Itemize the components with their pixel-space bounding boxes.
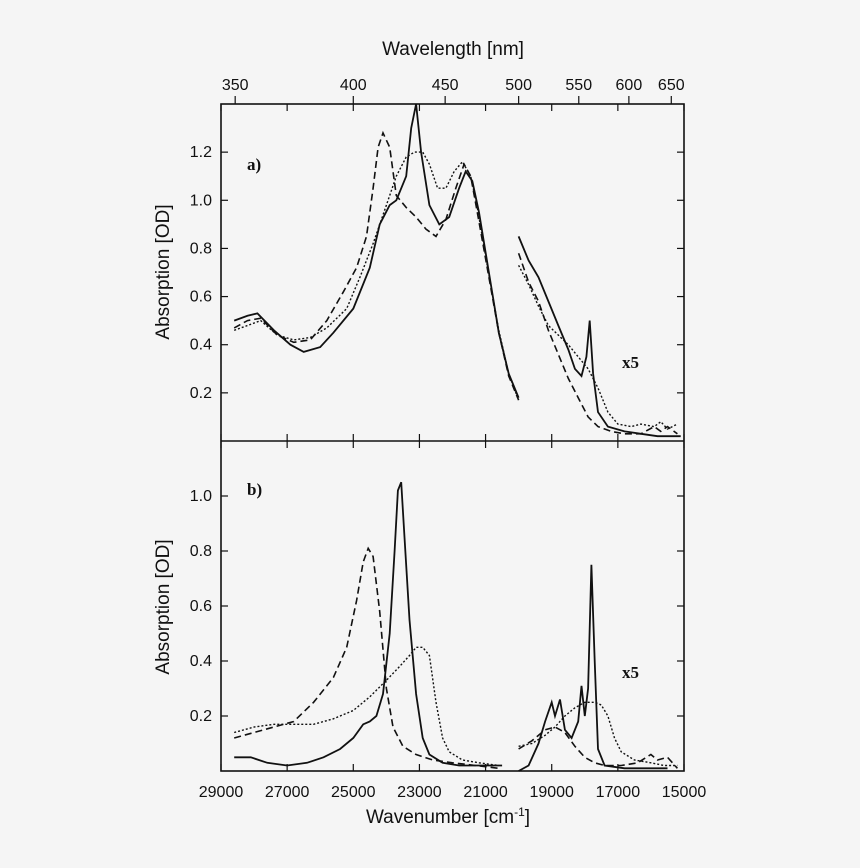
panel-b-series-solid-segment-1 — [234, 481, 503, 767]
bottom-xtick-label: 25000 — [331, 784, 376, 801]
outer-frame — [220, 103, 685, 772]
panel-b-ytick-label: 0.8 — [190, 543, 212, 560]
top-axis-ticks: 350 400 450 500 550 600 650 — [222, 77, 685, 104]
bottom-axis-ticks: 29000 27000 25000 23000 21000 19000 17000 15000 — [199, 104, 707, 801]
panel-a-ytick-label: 0.2 — [190, 385, 212, 402]
panel-b-series-dashed-segment-2 — [518, 726, 678, 769]
top-xtick-label: 550 — [565, 77, 592, 94]
top-xtick-label: 500 — [505, 77, 532, 94]
bottom-xtick-label: 19000 — [529, 784, 574, 801]
panel-a-scale-annotation: x5 — [622, 353, 639, 372]
panel-b-scale-annotation: x5 — [622, 663, 639, 682]
panel-b-ytick-label: 0.2 — [190, 708, 212, 725]
top-xtick-label: 600 — [616, 77, 643, 94]
bottom-axis-title: Wavenumber [cm-1] — [366, 805, 530, 828]
panel-a-series-dotted-segment-1 — [233, 151, 520, 401]
bottom-xtick-label: 21000 — [463, 784, 508, 801]
panel-a-ylabel: Absorption [OD] — [153, 204, 174, 339]
panel-b: b) x5 Absorption [OD] 0.2 0.4 0.6 0.8 1.0 — [153, 480, 684, 772]
panel-a-ytick-label: 0.8 — [190, 240, 212, 257]
bottom-xtick-label: 29000 — [199, 784, 244, 801]
panel-b-ytick-label: 0.4 — [190, 653, 212, 670]
top-axis-title: Wavelength [nm] — [382, 39, 524, 60]
panel-b-series-dotted-segment-1 — [234, 646, 499, 767]
bottom-xtick-label: 23000 — [397, 784, 442, 801]
bottom-xtick-label: 15000 — [662, 784, 707, 801]
panel-b-series-solid-segment-2 — [518, 564, 668, 772]
top-xtick-label: 350 — [222, 77, 249, 94]
bottom-xtick-label: 27000 — [265, 784, 310, 801]
panel-b-ylabel: Absorption [OD] — [153, 539, 174, 674]
plot-frames — [220, 103, 685, 772]
top-xtick-label: 400 — [340, 77, 367, 94]
panel-a-ytick-label: 1.2 — [190, 144, 212, 161]
panel-a-ytick-label: 0.6 — [190, 289, 212, 306]
panel-b-ytick-label: 0.6 — [190, 598, 212, 615]
panel-a-ytick-label: 1.0 — [190, 192, 212, 209]
panel-a: a) x5 Absorption [OD] 0.2 0.4 0.6 0.8 1.0 1.2 — [153, 103, 684, 438]
panel-b-label: b) — [247, 480, 262, 499]
panel-a-series-dotted-segment-2 — [517, 264, 678, 430]
panel-a-label: a) — [247, 155, 261, 174]
panel-b-ytick-label: 1.0 — [190, 488, 212, 505]
panel-a-series-solid-segment-2 — [517, 236, 681, 438]
panel-b-series-dashed-segment-1 — [233, 546, 499, 770]
panel-a-series-solid-segment-1 — [233, 103, 520, 399]
bottom-xtick-label: 17000 — [596, 784, 641, 801]
top-xtick-label: 450 — [432, 77, 459, 94]
panel-a-series-dashed-segment-1 — [233, 130, 520, 401]
panel-b-series-dotted-segment-2 — [518, 701, 678, 767]
top-xtick-label: 650 — [658, 77, 685, 94]
panel-a-ytick-label: 0.4 — [190, 337, 212, 354]
